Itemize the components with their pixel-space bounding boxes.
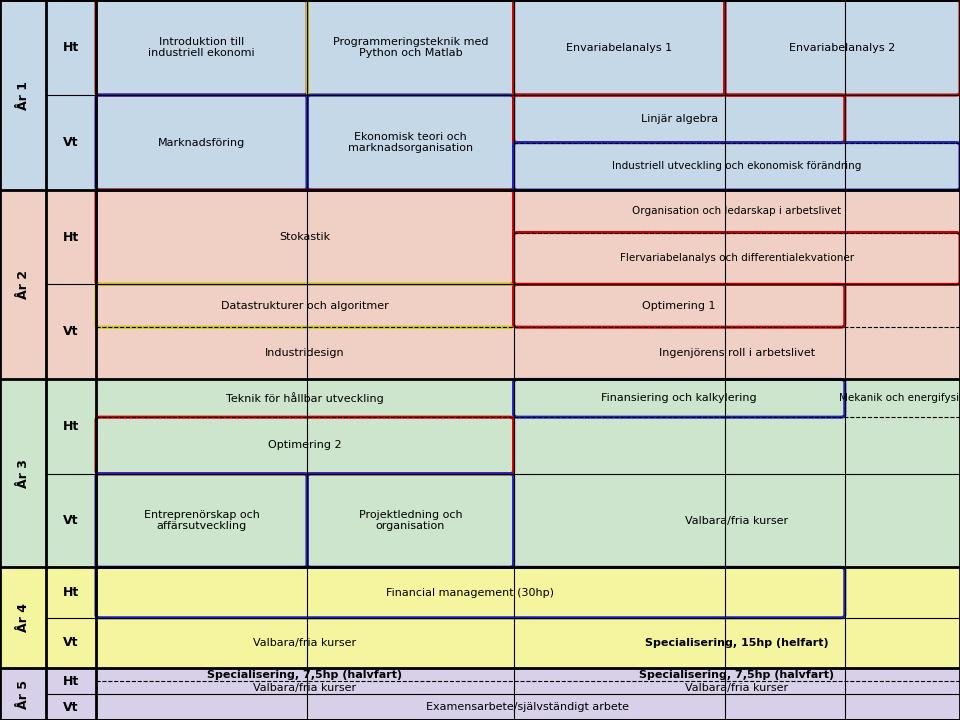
Text: År 4: År 4	[16, 603, 30, 632]
Text: Specialisering, 7,5hp (halvfart): Specialisering, 7,5hp (halvfart)	[207, 670, 402, 680]
Bar	[96, 618, 514, 668]
Bar	[845, 567, 960, 618]
Bar	[96, 474, 307, 567]
Text: Vt: Vt	[63, 701, 79, 714]
Bar	[0, 379, 960, 567]
Text: År 2: År 2	[16, 270, 30, 300]
Bar	[96, 0, 307, 95]
Text: Envariabelanalys 1: Envariabelanalys 1	[566, 42, 672, 53]
Bar	[96, 567, 845, 618]
Text: Organisation och ledarskap i arbetslivet: Organisation och ledarskap i arbetslivet	[633, 207, 841, 216]
Text: Entreprenörskap och
affärsutveckling: Entreprenörskap och affärsutveckling	[144, 510, 259, 531]
Bar	[514, 284, 845, 327]
Bar	[96, 327, 514, 379]
Text: Ht: Ht	[63, 41, 79, 54]
Text: År 3: År 3	[16, 459, 30, 488]
Bar	[845, 284, 960, 327]
Text: Stokastik: Stokastik	[279, 233, 330, 242]
Bar	[514, 681, 960, 694]
Text: Programmeringsteknik med
Python och Matlab: Programmeringsteknik med Python och Matl…	[333, 37, 488, 58]
Bar	[514, 379, 845, 417]
Bar	[307, 474, 514, 567]
Bar	[96, 379, 514, 417]
Bar	[96, 694, 960, 720]
Text: Optimering 2: Optimering 2	[268, 441, 342, 451]
Bar	[514, 668, 960, 681]
Bar	[0, 668, 960, 720]
Text: Mekanik och energifysik: Mekanik och energifysik	[839, 393, 960, 403]
Bar	[96, 95, 307, 190]
Bar	[96, 284, 514, 327]
Text: Envariabelanalys 2: Envariabelanalys 2	[789, 42, 896, 53]
Text: Ht: Ht	[63, 586, 79, 599]
Bar	[514, 417, 960, 474]
Bar	[0, 190, 960, 379]
Bar	[514, 0, 725, 95]
Text: Vt: Vt	[63, 136, 79, 149]
Text: Vt: Vt	[63, 514, 79, 527]
Text: Optimering 1: Optimering 1	[642, 301, 716, 311]
Bar	[514, 190, 960, 233]
Text: Introduktion till
industriell ekonomi: Introduktion till industriell ekonomi	[148, 37, 255, 58]
Bar	[514, 474, 960, 567]
Text: Linjär algebra: Linjär algebra	[640, 114, 718, 124]
Bar	[96, 190, 514, 284]
Text: Ingenjörens roll i arbetslivet: Ingenjörens roll i arbetslivet	[659, 348, 815, 359]
Bar	[845, 379, 960, 417]
Bar	[514, 327, 960, 379]
Bar	[96, 417, 514, 474]
Bar	[845, 95, 960, 143]
Bar	[514, 618, 960, 668]
Text: Financial management (30hp): Financial management (30hp)	[386, 588, 555, 598]
Bar	[96, 681, 514, 694]
Text: Marknadsföring: Marknadsföring	[158, 138, 245, 148]
Text: Specialisering, 7,5hp (halvfart): Specialisering, 7,5hp (halvfart)	[639, 670, 834, 680]
Text: Valbara/fria kurser: Valbara/fria kurser	[685, 683, 788, 693]
Text: Ht: Ht	[63, 675, 79, 688]
Bar	[0, 0, 960, 190]
Text: Datastrukturer och algoritmer: Datastrukturer och algoritmer	[221, 301, 389, 311]
Text: År 1: År 1	[16, 81, 30, 109]
Text: Finansiering och kalkylering: Finansiering och kalkylering	[601, 393, 757, 403]
Text: Ht: Ht	[63, 230, 79, 244]
Text: Valbara/fria kurser: Valbara/fria kurser	[253, 683, 356, 693]
Text: Flervariabelanalys och differentialekvationer: Flervariabelanalys och differentialekvat…	[620, 253, 853, 264]
Bar	[514, 233, 960, 284]
Text: Specialisering, 15hp (helfart): Specialisering, 15hp (helfart)	[645, 638, 828, 648]
Bar	[514, 143, 960, 190]
Text: Vt: Vt	[63, 325, 79, 338]
Bar	[514, 95, 845, 143]
Text: Ekonomisk teori och
marknadsorganisation: Ekonomisk teori och marknadsorganisation	[348, 132, 473, 153]
Text: Valbara/fria kurser: Valbara/fria kurser	[253, 638, 356, 648]
Bar	[307, 95, 514, 190]
Text: Projektledning och
organisation: Projektledning och organisation	[359, 510, 462, 531]
Text: Valbara/fria kurser: Valbara/fria kurser	[685, 516, 788, 526]
Text: Vt: Vt	[63, 636, 79, 649]
Bar	[0, 567, 960, 668]
Text: Examensarbete/självständigt arbete: Examensarbete/självständigt arbete	[426, 702, 630, 712]
Text: Industriell utveckling och ekonomisk förändring: Industriell utveckling och ekonomisk för…	[612, 161, 861, 171]
Text: Teknik för hållbar utveckling: Teknik för hållbar utveckling	[226, 392, 384, 404]
Text: Industridesign: Industridesign	[265, 348, 345, 359]
Bar	[96, 668, 514, 681]
Text: År 5: År 5	[16, 680, 30, 708]
Bar	[725, 0, 960, 95]
Text: Ht: Ht	[63, 420, 79, 433]
Bar	[307, 0, 514, 95]
